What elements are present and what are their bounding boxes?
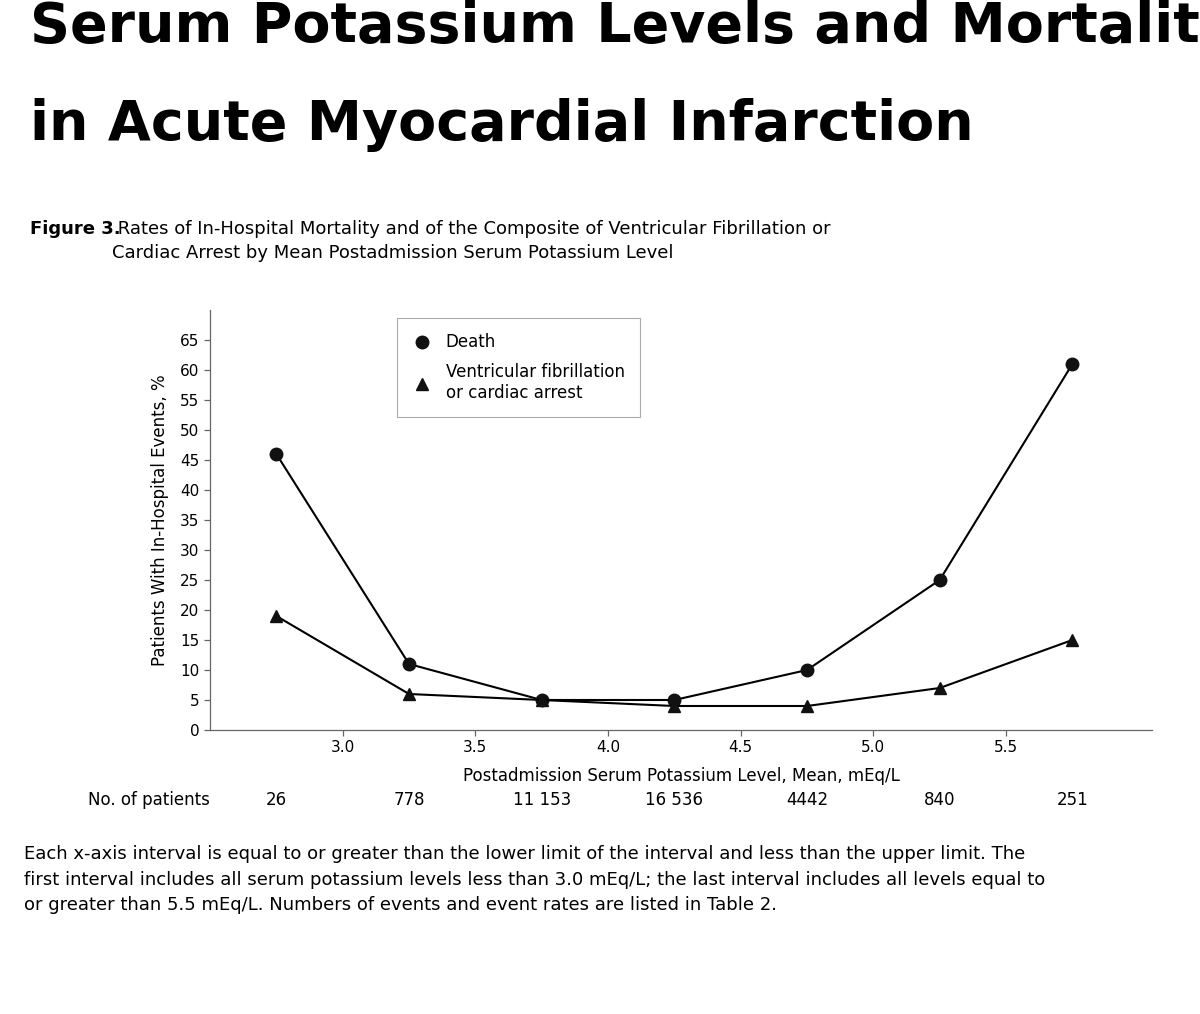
Text: 4442: 4442 <box>786 791 828 809</box>
Text: No. of patients: No. of patients <box>88 791 210 809</box>
Text: 16 536: 16 536 <box>646 791 703 809</box>
Text: 11 153: 11 153 <box>512 791 571 809</box>
Ventricular fibrillation
or cardiac arrest <box>534 694 548 706</box>
Text: in Acute Myocardial Infarction: in Acute Myocardial Infarction <box>30 97 973 151</box>
Death <box>402 658 416 670</box>
Ventricular fibrillation
or cardiac arrest <box>402 687 416 700</box>
Y-axis label: Patients With In-Hospital Events, %: Patients With In-Hospital Events, % <box>151 374 169 666</box>
Text: Rates of In-Hospital Mortality and of the Composite of Ventricular Fibrillation : Rates of In-Hospital Mortality and of th… <box>112 220 830 262</box>
Text: Figure 3.: Figure 3. <box>30 220 121 238</box>
Line: Ventricular fibrillation
or cardiac arrest: Ventricular fibrillation or cardiac arre… <box>270 609 1079 712</box>
Text: 26: 26 <box>265 791 287 809</box>
Text: Each x-axis interval is equal to or greater than the lower limit of the interval: Each x-axis interval is equal to or grea… <box>24 845 1045 915</box>
Death <box>1066 358 1080 370</box>
Text: 778: 778 <box>394 791 425 809</box>
Death <box>800 664 815 676</box>
Line: Death: Death <box>270 358 1079 706</box>
Text: 840: 840 <box>924 791 955 809</box>
Death <box>932 574 947 586</box>
Ventricular fibrillation
or cardiac arrest <box>667 700 682 712</box>
Text: Serum Potassium Levels and Mortality: Serum Potassium Levels and Mortality <box>30 0 1200 54</box>
Legend: Death, Ventricular fibrillation
or cardiac arrest: Death, Ventricular fibrillation or cardi… <box>397 318 640 417</box>
Death <box>269 448 283 460</box>
Ventricular fibrillation
or cardiac arrest <box>800 700 815 712</box>
X-axis label: Postadmission Serum Potassium Level, Mean, mEq/L: Postadmission Serum Potassium Level, Mea… <box>462 767 900 785</box>
Ventricular fibrillation
or cardiac arrest <box>269 609 283 622</box>
Ventricular fibrillation
or cardiac arrest <box>932 682 947 695</box>
Text: 251: 251 <box>1056 791 1088 809</box>
Ventricular fibrillation
or cardiac arrest <box>1066 634 1080 646</box>
Death <box>534 694 548 706</box>
Death <box>667 694 682 706</box>
